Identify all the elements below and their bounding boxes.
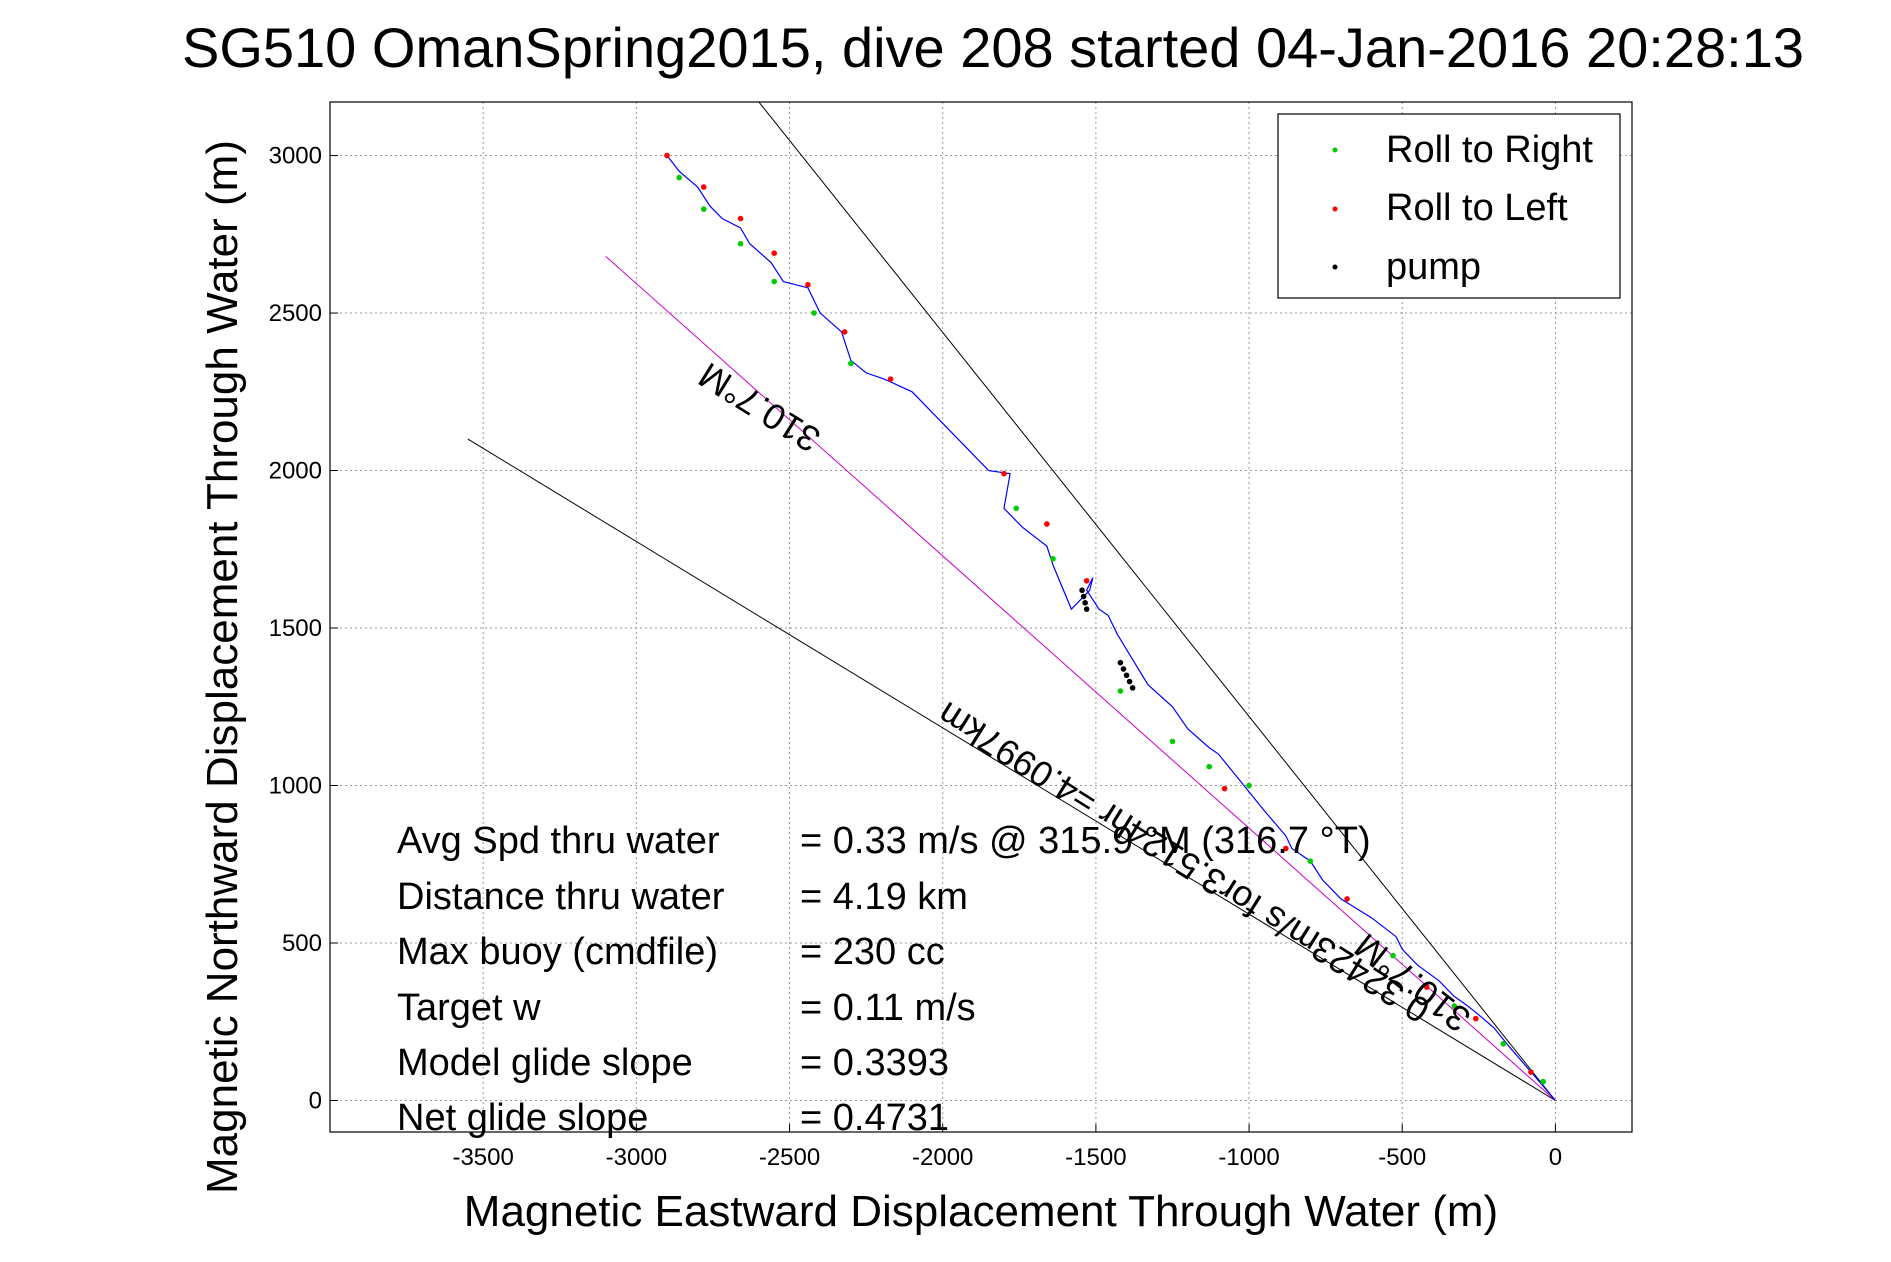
x-tick-label: -1500	[1065, 1144, 1126, 1171]
plot-frame	[329, 101, 1633, 1133]
annotation-heading-upper: 310.7°M	[691, 355, 827, 461]
stats-block: Avg Spd thru water = 0.33 m/s @ 315.9 °M…	[397, 820, 1371, 1139]
stat-value-distance: = 4.19 km	[800, 876, 968, 918]
roll-left-point	[664, 152, 670, 159]
roll-left-point	[841, 329, 848, 335]
roll-left-point	[700, 184, 707, 190]
reference-line	[758, 102, 1556, 1101]
x-tick-label: -500	[1378, 1144, 1426, 1171]
reference-line	[605, 255, 1556, 1101]
y-tick-label: 2500	[269, 300, 322, 327]
roll-right-point	[1013, 505, 1020, 512]
roll-right-point	[1390, 952, 1396, 959]
pump-point	[1079, 587, 1085, 594]
roll-right-point	[737, 240, 744, 247]
pump-point	[1080, 593, 1087, 600]
y-tick-label: 2000	[269, 458, 322, 485]
roll-left-point	[1283, 845, 1289, 852]
roll-left-point	[1083, 577, 1090, 584]
legend-label-pump: pump	[1386, 246, 1481, 288]
pump-point	[1082, 600, 1088, 606]
y-tick-label: 3000	[269, 143, 322, 170]
grid	[330, 102, 1632, 1132]
roll-right-point	[1451, 1003, 1458, 1009]
x-tick-label: -3500	[452, 1144, 513, 1171]
pump-point	[1117, 659, 1124, 666]
y-axis-label: Magnetic Northward Displacement Through …	[198, 140, 247, 1194]
roll-left-point	[771, 250, 778, 256]
roll-right-point	[1050, 555, 1056, 562]
pump-point	[1120, 666, 1127, 672]
stat-label-target-w: Target w	[397, 987, 541, 1029]
roll-left-point	[1001, 470, 1007, 477]
stat-label-avg-speed: Avg Spd thru water	[397, 820, 720, 862]
roll-right-point	[1307, 858, 1314, 864]
x-axis-ticks: -3500 -3000 -2500 -2000 -1500 -1000 -500 0	[452, 1124, 1562, 1171]
y-tick-label: 500	[282, 930, 322, 957]
roll-right-point	[1246, 782, 1252, 789]
roll-right-point	[811, 310, 817, 316]
stat-label-distance: Distance thru water	[397, 876, 725, 918]
stat-label-model-glide: Model glide slope	[397, 1042, 693, 1084]
legend-marker-roll-right	[1332, 147, 1338, 153]
stat-value-net-glide: = 0.4731	[800, 1097, 949, 1139]
x-tick-label: -2000	[912, 1144, 973, 1171]
glider-track-line	[666, 155, 1556, 1101]
roll-left-point	[1221, 785, 1228, 792]
reference-line	[467, 438, 1556, 1101]
roll-right-point	[1540, 1078, 1546, 1085]
roll-right-point	[676, 174, 683, 181]
roll-left-point	[737, 215, 744, 222]
y-axis-ticks: 0 500 1000 1500 2000 2500 3000	[269, 143, 338, 1115]
pump-point	[1129, 685, 1136, 691]
roll-left-point	[1472, 1015, 1479, 1022]
pump-point	[1123, 672, 1130, 679]
roll-right-point	[1169, 738, 1176, 745]
x-tick-label: 0	[1549, 1144, 1562, 1171]
y-tick-label: 1500	[269, 615, 322, 642]
stat-label-net-glide: Net glide slope	[397, 1097, 648, 1139]
x-tick-label: -1000	[1218, 1144, 1279, 1171]
legend-marker-roll-left	[1332, 206, 1338, 212]
x-tick-label: -3000	[606, 1144, 667, 1171]
markers	[664, 152, 1546, 1085]
roll-right-point	[1206, 763, 1213, 770]
stat-value-max-buoy: = 230 cc	[800, 931, 945, 973]
reference-lines	[467, 102, 1556, 1101]
annotation-avg-course: 0.32423m/s for3.5124hr =4.0997km	[930, 694, 1436, 1032]
x-axis-label: Magnetic Eastward Displacement Through W…	[464, 1187, 1498, 1236]
roll-left-point	[1044, 521, 1050, 527]
chart-title: SG510 OmanSpring2015, dive 208 started 0…	[182, 16, 1804, 79]
y-tick-label: 1000	[269, 773, 322, 800]
stat-value-model-glide: = 0.3393	[800, 1042, 949, 1084]
legend-label-roll-right: Roll to Right	[1386, 129, 1593, 171]
x-tick-label: -2500	[759, 1144, 820, 1171]
roll-left-point	[887, 376, 894, 382]
pump-point	[1126, 678, 1133, 685]
roll-left-point	[1423, 984, 1430, 990]
legend-label-roll-left: Roll to Left	[1386, 187, 1568, 229]
roll-left-point	[1344, 896, 1350, 902]
roll-right-point	[771, 278, 778, 285]
roll-right-point	[1117, 688, 1124, 694]
roll-right-point	[1500, 1041, 1507, 1047]
legend-marker-pump	[1332, 264, 1338, 270]
legend: Roll to Right Roll to Left pump	[1277, 113, 1621, 299]
roll-right-point	[700, 206, 707, 212]
pump-point	[1083, 606, 1090, 612]
y-tick-label: 0	[309, 1088, 322, 1115]
roll-left-point	[1528, 1069, 1534, 1075]
stat-value-target-w: = 0.11 m/s	[800, 987, 976, 1029]
roll-right-point	[848, 360, 854, 367]
stat-label-max-buoy: Max buoy (cmdfile)	[397, 931, 718, 973]
stat-value-avg-speed: = 0.33 m/s @ 315.9 °M (316.7 °T)	[800, 820, 1371, 862]
roll-left-point	[805, 281, 811, 288]
